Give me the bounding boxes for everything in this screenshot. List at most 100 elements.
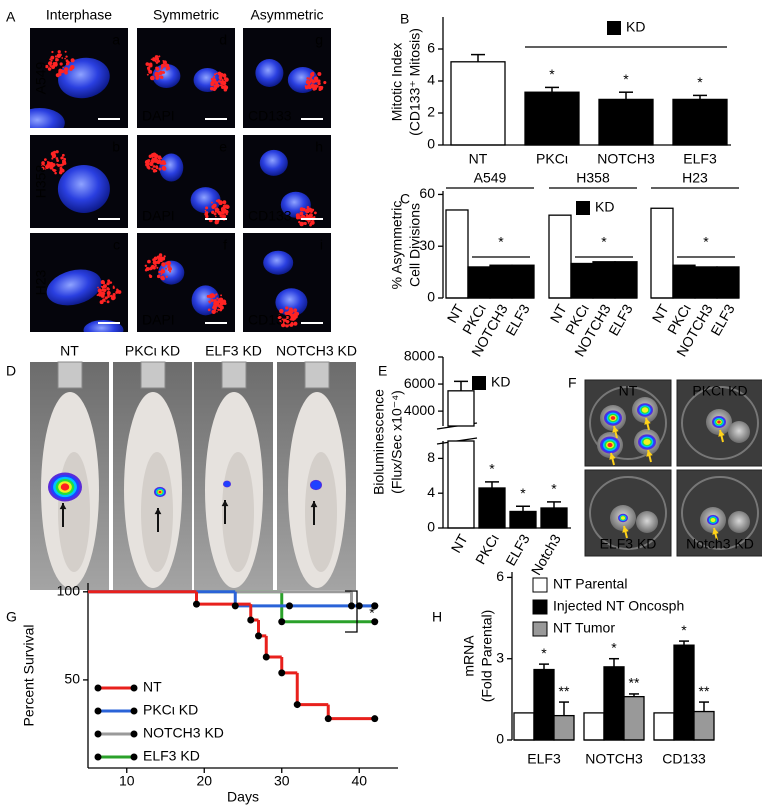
cd133-signal [216, 297, 219, 300]
cd133-signal [150, 162, 154, 166]
cd133-signal [104, 296, 108, 300]
cd133-signal [307, 84, 310, 88]
image-label: NT [619, 383, 638, 399]
tile-letter: g [315, 32, 323, 48]
cd133-signal [58, 170, 63, 175]
cd133-signal [52, 163, 55, 166]
cd133-signal [107, 287, 110, 291]
group-label: A549 [474, 170, 507, 186]
cd133-signal [288, 307, 293, 312]
tile-letter: d [219, 32, 227, 48]
cd133-signal [61, 57, 64, 59]
cd133-signal [109, 281, 112, 284]
cd133-signal [51, 157, 54, 160]
cd133-signal [211, 210, 215, 214]
cd133-signal [49, 165, 54, 170]
cd133-signal [219, 305, 222, 308]
group-label: H358 [576, 170, 610, 186]
x-tick-label: CD133 [662, 751, 706, 767]
cd133-signal [217, 199, 220, 202]
cd133-signal [64, 57, 66, 60]
cd133-signal [224, 209, 227, 212]
bar [447, 440, 475, 529]
y-tick-label: 6000 [404, 375, 435, 391]
cd133-signal [308, 213, 313, 218]
cd133-signal [205, 206, 209, 210]
y-axis-label: mRNA [461, 635, 477, 677]
cd133-signal [216, 304, 219, 307]
cd133-signal [293, 308, 298, 313]
cd133-signal [45, 165, 50, 170]
cd133-signal [50, 151, 56, 157]
cd133-signal [215, 299, 217, 301]
cd133-signal [319, 86, 323, 91]
legend-swatch [532, 599, 548, 615]
cd133-signal [155, 165, 159, 169]
nucleus [193, 68, 222, 92]
cd133-signal [65, 55, 68, 58]
nucleus [280, 191, 311, 218]
significance: ** [629, 675, 640, 691]
cd133-signal [158, 71, 162, 76]
cd133-signal [159, 254, 162, 257]
cd133-signal [310, 85, 313, 88]
legend-label: KD [595, 199, 614, 215]
event-dot [231, 602, 239, 610]
stain-label: DAPI [142, 208, 175, 224]
organ [636, 511, 658, 533]
cd133-signal [165, 275, 168, 278]
cd133-signal [162, 71, 165, 74]
cd133-signal [289, 322, 294, 327]
cd133-signal [155, 170, 158, 173]
cd133-signal [212, 75, 216, 78]
cd133-signal [162, 166, 167, 171]
cd133-signal [209, 294, 214, 299]
legend-label: KD [626, 19, 645, 35]
event-dot [278, 618, 286, 626]
cd133-signal [221, 79, 224, 83]
row-label: A549 [33, 61, 49, 94]
cd133-signal [160, 63, 166, 69]
cd133-signal [169, 270, 172, 273]
bar [650, 207, 674, 299]
column-header: Interphase [46, 7, 112, 23]
x-tick-label: Notch3 [528, 531, 564, 578]
nucleus [30, 108, 65, 128]
survival-step [264, 635, 282, 659]
cd133-signal [213, 79, 216, 82]
legend-dot [94, 684, 102, 692]
cd133-signal [306, 80, 309, 83]
cd133-signal [163, 255, 166, 258]
cd133-signal [112, 295, 115, 298]
group-label: H23 [682, 170, 708, 186]
cd133-signal [51, 50, 54, 54]
dish [681, 476, 759, 550]
significance: * [498, 234, 504, 250]
cd133-signal [299, 221, 304, 227]
cd133-signal [43, 158, 47, 162]
cd133-signal [220, 301, 224, 304]
y-axis-label: Cell Divisions [407, 203, 423, 287]
micrograph [137, 233, 235, 332]
stain-label: DAPI [142, 108, 175, 124]
x-tick-label: 10 [119, 773, 135, 789]
cd133-signal [156, 274, 161, 279]
cd133-signal [299, 207, 304, 212]
nucleus [263, 250, 294, 275]
nucleus [57, 164, 110, 213]
cd133-signal [152, 260, 158, 265]
cd133-signal [156, 255, 161, 259]
cd133-signal [217, 308, 220, 311]
arrow-head [644, 418, 651, 425]
x-tick-label: 30 [274, 773, 290, 789]
bar [467, 266, 491, 299]
bar [672, 264, 696, 299]
bar [653, 712, 675, 741]
cd133-signal [112, 286, 115, 290]
cd133-signal [149, 266, 153, 271]
cd133-signal [215, 215, 217, 218]
panel-letter: B [400, 11, 409, 27]
cd133-signal [220, 294, 223, 297]
significance: ** [559, 683, 570, 699]
bar [540, 507, 568, 529]
